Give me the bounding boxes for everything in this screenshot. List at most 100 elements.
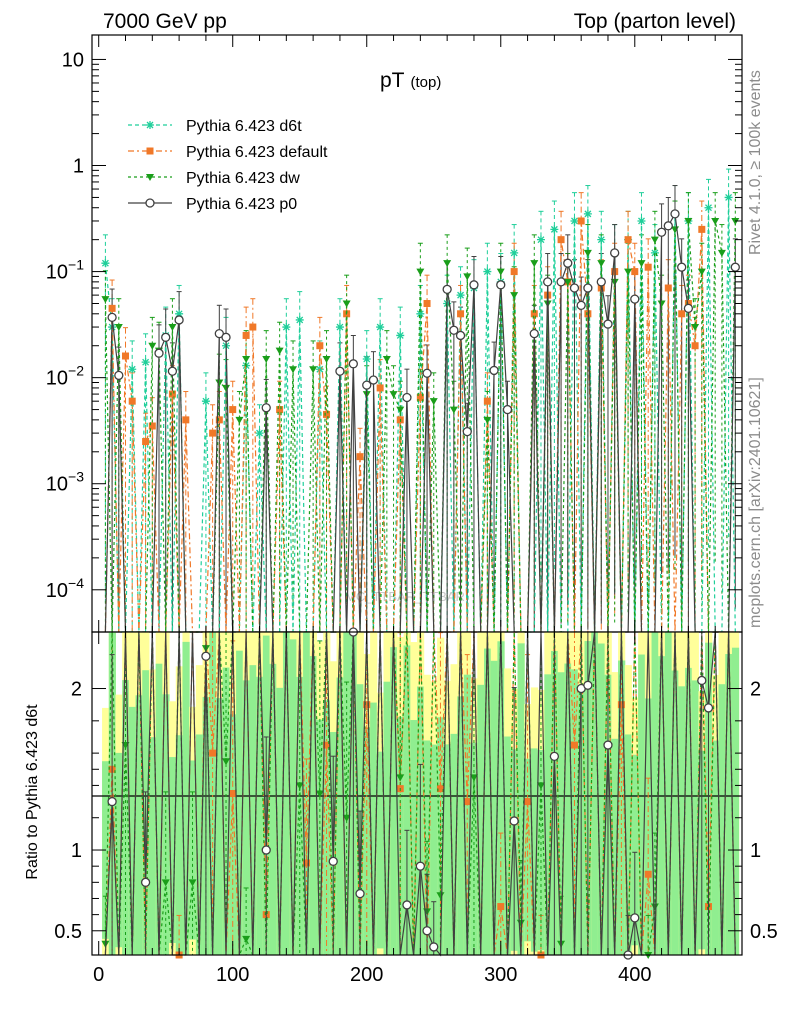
- band-1sigma: [497, 641, 505, 955]
- band-1sigma: [376, 751, 384, 949]
- band-1sigma: [718, 684, 726, 955]
- band-1sigma: [195, 734, 204, 955]
- data-point-default: [678, 310, 686, 318]
- data-point-d6t: [295, 315, 304, 324]
- data-point-p0: [663, 221, 673, 231]
- ratio-point-p0: [261, 845, 271, 855]
- ratio-y-tick-label: 0.5: [54, 921, 82, 943]
- data-point-dw: [168, 324, 177, 332]
- data-point-default: [168, 390, 176, 398]
- data-point-default: [108, 304, 116, 312]
- data-point-p0: [261, 403, 271, 413]
- ratio-line-dw: [104, 631, 736, 956]
- ratio-point-p0: [549, 751, 560, 762]
- data-point-d6t: [550, 225, 559, 234]
- data-point-dw: [416, 268, 425, 276]
- ratio-point-dw: [188, 879, 197, 887]
- data-point-dw: [697, 268, 706, 276]
- data-point-dw: [463, 273, 472, 281]
- band-1sigma: [403, 645, 411, 955]
- data-point-default: [242, 331, 250, 339]
- ratio-point-p0: [140, 877, 151, 887]
- data-point-d6t: [456, 291, 465, 300]
- band-1sigma: [296, 676, 304, 955]
- data-point-dw: [235, 416, 244, 424]
- data-point-dw: [222, 384, 231, 392]
- data-point-default: [142, 438, 150, 446]
- ratio-point-dw: [436, 892, 445, 900]
- band-1sigma: [128, 706, 137, 955]
- data-point-dw: [597, 260, 606, 268]
- band-1sigma: [517, 643, 525, 955]
- band-1sigma: [490, 660, 498, 955]
- data-point-p0: [161, 332, 171, 342]
- data-point-p0: [449, 325, 459, 335]
- ratio-y-label: Ratio to Pythia 6.423 d6t: [24, 704, 41, 880]
- data-point-d6t: [282, 323, 291, 332]
- data-point-p0: [442, 284, 452, 294]
- data-point-dw: [322, 355, 331, 363]
- mcplots-reference-label: mcplots.cern.ch [arXiv:2401.10621]: [747, 377, 764, 628]
- data-point-p0: [656, 227, 667, 237]
- data-point-default: [323, 410, 331, 418]
- data-point-p0: [563, 258, 573, 268]
- band-1sigma: [122, 680, 130, 955]
- data-point-dw: [637, 260, 646, 268]
- ratio-point-default: [436, 785, 444, 793]
- data-point-d6t: [141, 358, 150, 367]
- band-1sigma: [651, 632, 659, 955]
- data-point-default: [215, 416, 223, 424]
- band-1sigma: [624, 734, 632, 955]
- ratio-point-p0: [630, 913, 640, 923]
- data-point-p0: [462, 426, 472, 437]
- ratio-point-dw: [650, 903, 659, 911]
- band-1sigma: [189, 760, 197, 940]
- band-1sigma: [323, 700, 331, 955]
- data-point-default: [148, 422, 156, 430]
- band-1sigma: [242, 680, 250, 955]
- data-point-default: [684, 300, 692, 308]
- ratio-point-dw: [242, 935, 251, 943]
- main-panel: MC_TTBAR_TTBAR 10 1 10−1 10−2 10−3 10−4 pT (to…: [46, 34, 743, 633]
- band-1sigma: [557, 672, 565, 955]
- band-1sigma: [182, 641, 190, 955]
- band-1sigma: [731, 647, 740, 955]
- ratio-y-tick-label: 2: [71, 679, 82, 701]
- data-point-dw: [101, 296, 110, 304]
- data-point-d6t: [704, 203, 713, 212]
- plot-title: pT (top): [380, 69, 441, 92]
- data-point-dw: [711, 217, 720, 225]
- data-point-default: [557, 236, 565, 244]
- data-point-p0: [596, 277, 606, 287]
- ratio-y-tick-label-right: 0.5: [750, 921, 778, 943]
- data-point-default: [249, 323, 257, 331]
- band-1sigma: [148, 737, 157, 955]
- data-point-p0: [603, 319, 613, 329]
- legend-label-dw: Pythia 6.423 dw: [186, 170, 300, 187]
- band-1sigma: [430, 744, 438, 955]
- data-point-p0: [496, 280, 506, 290]
- data-point-p0: [543, 277, 553, 287]
- ratio-series-p0: [104, 627, 736, 960]
- data-point-default: [276, 406, 284, 414]
- band-1sigma: [236, 650, 244, 955]
- data-point-p0: [610, 248, 620, 258]
- band-1sigma: [685, 667, 693, 955]
- band-1sigma: [282, 632, 291, 955]
- data-point-p0: [362, 380, 372, 390]
- data-point-d6t: [175, 309, 184, 318]
- data-point-p0: [683, 303, 694, 314]
- data-point-dw: [309, 366, 318, 374]
- data-point-p0: [221, 332, 231, 342]
- band-1sigma: [396, 716, 405, 955]
- ratio-point-p0: [583, 680, 593, 690]
- band-1sigma: [303, 632, 311, 955]
- x-tick-label: 0: [93, 964, 104, 986]
- series-line-d6t: [104, 197, 736, 633]
- data-point-dw: [342, 300, 351, 308]
- data-point-dw: [275, 347, 284, 355]
- legend-label-default: Pythia 6.423 default: [186, 144, 328, 161]
- data-point-d6t: [724, 193, 733, 202]
- band-1sigma: [410, 720, 418, 955]
